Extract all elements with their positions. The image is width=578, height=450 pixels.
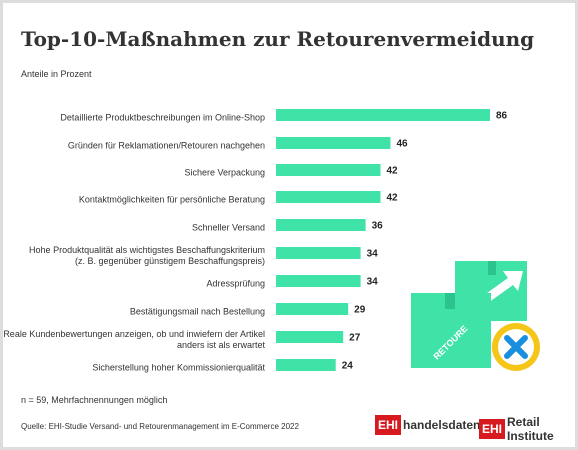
- subtitle: Anteile in Prozent: [21, 69, 92, 79]
- chart: RETOURE 86 46 42 42 36 34 34 29 27 24: [276, 109, 540, 372]
- bar: [276, 275, 361, 287]
- box-tape: [445, 293, 455, 309]
- category-label: Hohe Produktqualität als wichtigstes Bes…: [29, 245, 265, 266]
- cross: [504, 335, 528, 359]
- box-tape: [488, 261, 496, 275]
- value-label: 34: [367, 249, 379, 260]
- logo-badge: EHI: [479, 419, 506, 439]
- illustration: RETOURE: [411, 261, 540, 371]
- value-label: 27: [349, 333, 361, 344]
- value-label: 34: [367, 277, 379, 288]
- value-label: 42: [387, 166, 399, 177]
- logo-text: Retail Institute: [507, 415, 554, 443]
- bar: [276, 191, 381, 203]
- bar: [276, 303, 349, 315]
- category-label: Detaillierte Produktbeschreibungen im On…: [60, 112, 265, 123]
- category-label: Bestätigungsmail nach Bestellung: [129, 306, 265, 317]
- value-label: 24: [342, 361, 354, 372]
- category-label: Sicherstellung hoher Kommissionierqualit…: [92, 362, 265, 373]
- value-label: 86: [496, 111, 508, 122]
- category-label: Gründen für Reklamationen/Retouren nachg…: [67, 140, 265, 151]
- logo: EHI Retail Institute: [479, 415, 575, 443]
- value-label: 36: [372, 221, 384, 232]
- bar: [276, 359, 336, 371]
- value-label: 46: [396, 139, 408, 150]
- bar: [276, 247, 361, 259]
- value-label: 29: [354, 305, 366, 316]
- logo-badge: EHI: [375, 415, 402, 435]
- category-label: Reale Kundenbewertungen anzeigen, ob und…: [3, 329, 265, 350]
- bar: [276, 109, 490, 121]
- category-label: Sichere Verpackung: [184, 167, 265, 178]
- category-label: Kontaktmöglichkeiten für persönliche Ber…: [78, 194, 265, 205]
- chart-title: Top-10-Maßnahmen zur Retourenvermeidung: [21, 27, 535, 51]
- bar: [276, 137, 391, 149]
- category-label: Adressprüfung: [206, 278, 265, 289]
- logo: EHI handelsdaten.de: [375, 415, 498, 435]
- category-label: Schneller Versand: [191, 222, 265, 233]
- bar: [276, 164, 381, 176]
- logo-text: handelsdaten.de: [403, 418, 498, 432]
- bar: [276, 219, 366, 231]
- bar: [276, 331, 344, 343]
- value-label: 42: [387, 193, 399, 204]
- source: Quelle: EHI-Studie Versand- und Retouren…: [21, 422, 299, 431]
- footnote: n = 59, Mehrfachnennungen möglich: [21, 395, 168, 405]
